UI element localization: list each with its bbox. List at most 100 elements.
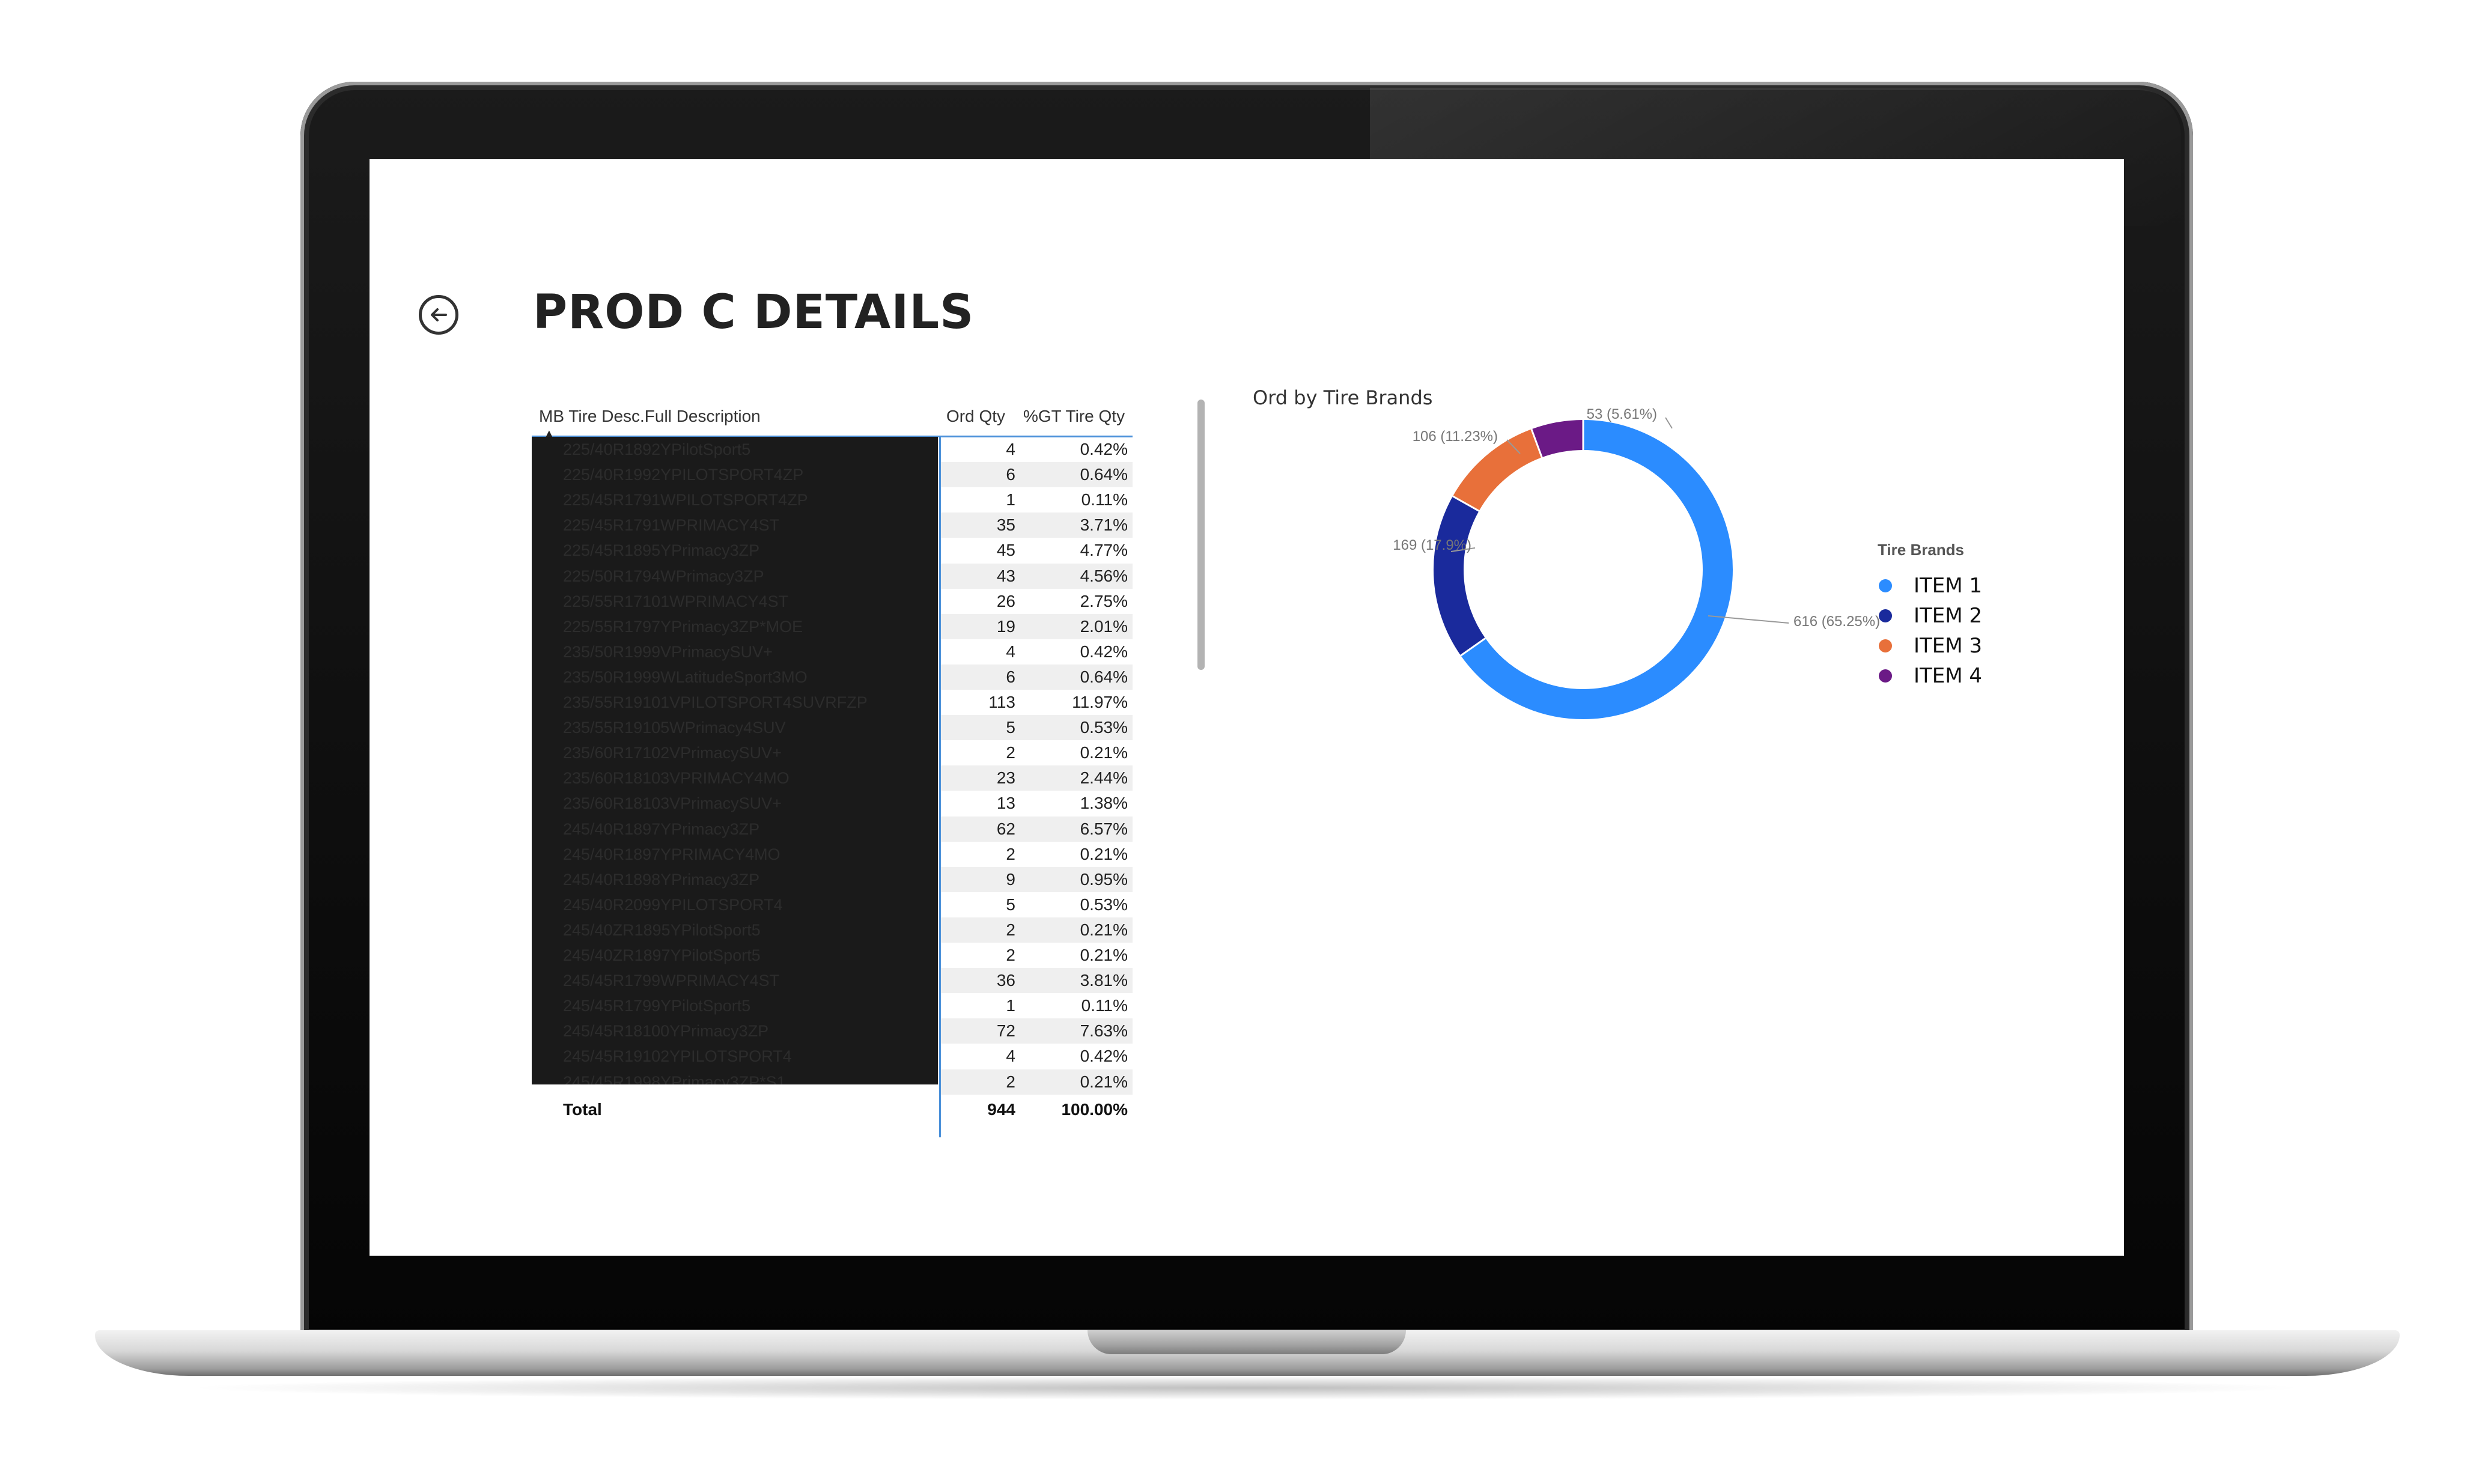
legend-title: Tire Brands bbox=[1878, 541, 1965, 559]
row-pct-gt: 1.38% bbox=[1080, 794, 1128, 813]
legend-item[interactable]: ITEM 4 bbox=[1879, 664, 1982, 688]
row-ord-qty: 2 bbox=[1006, 946, 1015, 964]
donut-slice-2[interactable] bbox=[1434, 420, 1733, 719]
row-pct-gt: 0.64% bbox=[1080, 667, 1128, 686]
row-description: 245/45R1998YPrimacy3ZP*S1 bbox=[563, 1072, 786, 1085]
column-header-description[interactable]: MB Tire Desc.Full Description bbox=[539, 407, 761, 425]
row-description: 235/50R1999VPrimacySUV+ bbox=[563, 642, 773, 661]
legend-label: ITEM 3 bbox=[1914, 634, 1983, 658]
row-pct-gt: 0.53% bbox=[1080, 718, 1128, 737]
row-pct-gt: 0.53% bbox=[1080, 895, 1128, 914]
slice-separator bbox=[1530, 428, 1543, 458]
data-label-2: 169 (17.9%) bbox=[1393, 537, 1471, 553]
legend-label: ITEM 4 bbox=[1914, 664, 1983, 688]
row-description: 235/60R17102VPrimacySUV+ bbox=[563, 744, 782, 762]
row-description: 245/40ZR1897YPilotSport5 bbox=[563, 946, 761, 964]
row-pct-gt: 0.11% bbox=[1081, 996, 1128, 1015]
laptop-shadow bbox=[180, 1376, 2313, 1400]
arrow-left-icon bbox=[431, 308, 447, 321]
row-ord-qty: 45 bbox=[996, 541, 1015, 560]
row-stripe bbox=[941, 563, 1133, 589]
row-description: 245/45R19102YPILOTSPORT4 bbox=[563, 1047, 792, 1066]
donut-chart[interactable]: 616 (65.25%) 169 (17.9%) 106 (11.23%) 53 (5… bbox=[1235, 406, 1880, 719]
row-description: 245/40R1897YPrimacy3ZP bbox=[563, 820, 760, 838]
row-pct-gt: 0.95% bbox=[1080, 869, 1128, 889]
row-ord-qty: 4 bbox=[1006, 1047, 1015, 1066]
back-button[interactable] bbox=[419, 295, 458, 335]
slice-separator bbox=[1460, 637, 1486, 657]
row-stripe bbox=[941, 462, 1133, 488]
row-description: 245/40ZR1895YPilotSport5 bbox=[563, 920, 761, 939]
row-stripe bbox=[941, 715, 1133, 741]
row-pct-gt: 0.21% bbox=[1080, 1072, 1128, 1091]
row-ord-qty: 1 bbox=[1006, 490, 1015, 509]
row-stripe bbox=[941, 765, 1133, 791]
legend-marker bbox=[1879, 669, 1892, 683]
row-ord-qty: 6 bbox=[1006, 667, 1015, 686]
row-ord-qty: 5 bbox=[1006, 895, 1015, 914]
data-label-leader bbox=[1506, 439, 1521, 454]
row-description: 225/45R1791WPRIMACY4ST bbox=[563, 516, 780, 535]
table-header: MB Tire Desc.Full Description Ord Qty %G… bbox=[532, 394, 1133, 439]
row-pct-gt: 2.75% bbox=[1080, 591, 1128, 610]
row-description: 245/40R2099YPILOTSPORT4 bbox=[563, 895, 783, 914]
row-ord-qty: 26 bbox=[996, 591, 1015, 610]
row-description: 245/40R1898YPrimacy3ZP bbox=[563, 870, 760, 889]
data-label-leader bbox=[1450, 547, 1476, 552]
row-ord-qty: 6 bbox=[1006, 465, 1015, 484]
row-pct-gt: 0.21% bbox=[1080, 920, 1128, 939]
row-description: 245/45R18100YPrimacy3ZP bbox=[563, 1022, 769, 1041]
legend-item[interactable]: ITEM 1 bbox=[1879, 574, 1982, 598]
row-ord-qty: 2 bbox=[1006, 844, 1015, 863]
row-description: 225/40R1992YPILOTSPORT4ZP bbox=[563, 466, 804, 484]
row-ord-qty: 62 bbox=[996, 819, 1015, 838]
row-ord-qty: 113 bbox=[988, 693, 1015, 711]
row-description: 235/60R18103VPRIMACY4MO bbox=[563, 769, 789, 788]
row-ord-qty: 2 bbox=[1006, 920, 1015, 939]
data-label-leader bbox=[1665, 417, 1673, 429]
vertical-scrollbar[interactable] bbox=[1197, 400, 1205, 670]
row-ord-qty: 35 bbox=[996, 515, 1015, 535]
column-header-ord-qty[interactable]: Ord Qty bbox=[946, 407, 1006, 425]
row-description: 225/50R1794WPrimacy3ZP bbox=[563, 567, 764, 585]
row-stripe bbox=[941, 512, 1133, 538]
legend-label: ITEM 1 bbox=[1914, 574, 1983, 598]
column-divider bbox=[939, 437, 941, 1137]
row-stripe bbox=[941, 1069, 1133, 1095]
row-description: 245/40R1897YPRIMACY4MO bbox=[563, 845, 780, 863]
row-pct-gt: 4.56% bbox=[1080, 566, 1128, 585]
legend-item[interactable]: ITEM 2 bbox=[1879, 604, 1982, 628]
row-pct-gt: 2.44% bbox=[1080, 768, 1128, 788]
row-description: 225/45R1791WPILOTSPORT4ZP bbox=[563, 491, 808, 509]
row-ord-qty: 23 bbox=[996, 768, 1015, 788]
row-ord-qty: 36 bbox=[996, 971, 1015, 990]
row-description: 235/60R18103VPrimacySUV+ bbox=[563, 794, 782, 813]
row-pct-gt: 0.42% bbox=[1080, 440, 1128, 458]
row-stripe bbox=[941, 816, 1133, 842]
row-description: 235/55R19105WPrimacy4SUV bbox=[563, 719, 786, 737]
row-pct-gt: 0.42% bbox=[1080, 642, 1128, 661]
row-description: 235/55R19101VPILOTSPORT4SUVRFZP bbox=[563, 693, 868, 711]
row-description: 225/45R1895YPrimacy3ZP bbox=[563, 541, 760, 560]
row-pct-gt: 0.42% bbox=[1080, 1047, 1128, 1066]
row-ord-qty: 13 bbox=[996, 794, 1015, 813]
column-header-pct-gt[interactable]: %GT Tire Qty bbox=[1023, 407, 1125, 425]
row-ord-qty: 4 bbox=[1006, 642, 1015, 661]
legend-item[interactable]: ITEM 3 bbox=[1879, 634, 1982, 658]
total-label: Total bbox=[563, 1100, 602, 1119]
row-ord-qty: 1 bbox=[1006, 996, 1015, 1015]
row-pct-gt: 0.21% bbox=[1080, 844, 1128, 863]
legend-marker bbox=[1879, 609, 1892, 622]
row-description: 245/45R1799YPilotSport5 bbox=[563, 997, 751, 1015]
total-qty: 944 bbox=[987, 1100, 1015, 1119]
row-description: 225/55R1797YPrimacy3ZP*MOE bbox=[563, 617, 803, 636]
data-label-4: 53 (5.61%) bbox=[1587, 406, 1657, 422]
tire-table[interactable]: MB Tire Desc.Full Description Ord Qty %G… bbox=[532, 394, 1133, 1139]
row-pct-gt: 0.21% bbox=[1080, 743, 1128, 762]
report-screen: PROD C DETAILS MB Tire Desc.Full Descrip… bbox=[370, 159, 2124, 1256]
row-description: 225/40R1892YPilotSport5 bbox=[563, 440, 751, 458]
total-pct: 100.00% bbox=[1061, 1100, 1128, 1119]
row-ord-qty: 43 bbox=[996, 566, 1015, 585]
row-pct-gt: 11.97% bbox=[1072, 693, 1128, 711]
sort-ascending-icon: ▲ bbox=[544, 427, 555, 439]
